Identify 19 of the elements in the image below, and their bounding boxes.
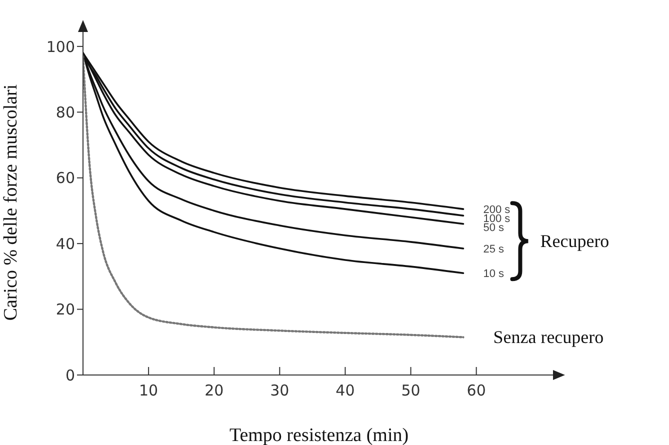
y-tick-label: 20 [56, 300, 75, 319]
x-axis-title: Tempo resistenza (min) [229, 425, 409, 445]
y-tick-label: 80 [56, 103, 75, 122]
y-axis-title: Carico % delle forze muscolari [0, 84, 22, 321]
x-tick-label: 10 [139, 382, 158, 400]
y-tick-label: 100 [46, 38, 75, 56]
x-tick-label: 40 [336, 382, 355, 400]
y-tick-label: 60 [56, 169, 75, 188]
y-tick-label: 40 [56, 234, 75, 253]
annotation: Recupero [540, 231, 610, 252]
x-tick-label: 30 [270, 382, 290, 400]
y-tick-label: 0 [65, 366, 75, 384]
series-label: 25 s [483, 244, 505, 256]
series-label: Senza recupero [493, 327, 604, 348]
x-tick-label: 60 [466, 382, 486, 400]
series-label: 10 s [483, 268, 505, 280]
series-label: 50 s [483, 222, 505, 234]
x-tick-label: 50 [401, 382, 420, 400]
x-tick-label: 20 [204, 382, 224, 400]
